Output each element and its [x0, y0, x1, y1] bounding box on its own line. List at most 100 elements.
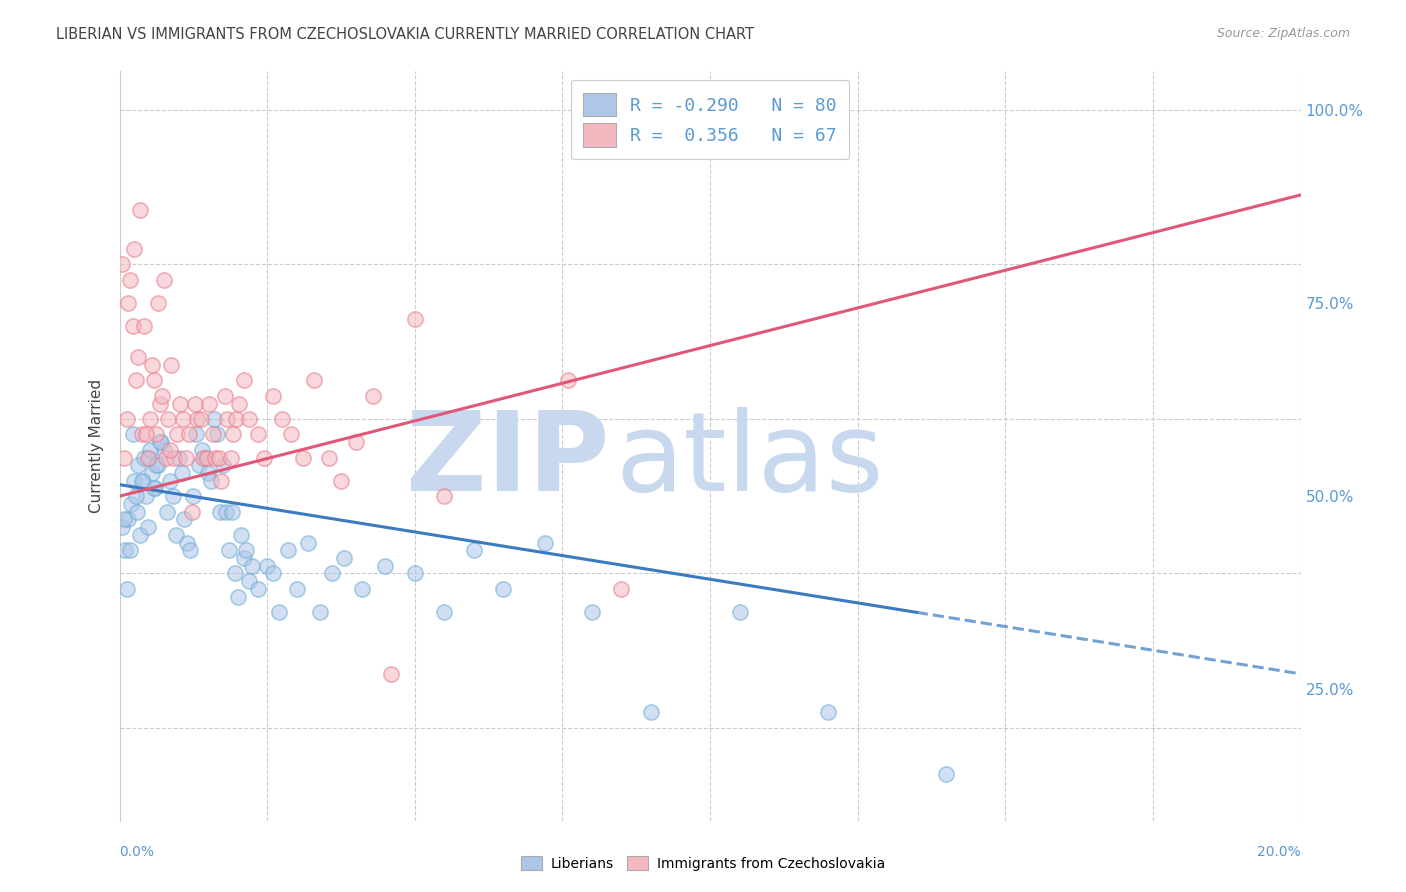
Point	[179, 543, 201, 558]
Point	[200, 474, 222, 488]
Point	[256, 558, 278, 573]
Point	[131, 427, 153, 442]
Point	[221, 505, 243, 519]
Point	[404, 311, 426, 326]
Point	[204, 450, 226, 465]
Point	[492, 582, 515, 596]
Point	[333, 551, 356, 566]
Point	[115, 412, 138, 426]
Point	[115, 582, 138, 596]
Point	[149, 435, 172, 450]
Point	[247, 427, 270, 442]
Point	[117, 512, 139, 526]
Point	[229, 528, 252, 542]
Point	[262, 389, 284, 403]
Point	[162, 489, 184, 503]
Point	[321, 566, 343, 581]
Point	[285, 582, 308, 596]
Point	[463, 543, 485, 558]
Point	[433, 605, 456, 619]
Point	[127, 505, 149, 519]
Point	[186, 412, 208, 426]
Point	[176, 535, 198, 549]
Point	[193, 450, 215, 465]
Y-axis label: Currently Married: Currently Married	[89, 379, 104, 513]
Point	[363, 389, 385, 403]
Point	[160, 358, 183, 372]
Point	[142, 373, 165, 387]
Point	[146, 458, 169, 473]
Point	[155, 450, 177, 465]
Point	[304, 373, 326, 387]
Point	[179, 427, 201, 442]
Text: 0.0%: 0.0%	[120, 845, 155, 859]
Legend: Liberians, Immigrants from Czechoslovakia: Liberians, Immigrants from Czechoslovaki…	[516, 850, 890, 876]
Point	[270, 412, 294, 426]
Point	[120, 273, 142, 287]
Point	[557, 373, 579, 387]
Point	[124, 474, 146, 488]
Point	[172, 412, 194, 426]
Point	[121, 319, 143, 334]
Point	[211, 458, 233, 473]
Point	[167, 450, 190, 465]
Point	[610, 582, 633, 596]
Point	[194, 450, 217, 465]
Point	[129, 528, 152, 542]
Point	[180, 505, 202, 519]
Point	[169, 396, 191, 410]
Point	[219, 450, 242, 465]
Point	[214, 389, 236, 403]
Point	[135, 489, 157, 503]
Point	[184, 396, 207, 410]
Point	[201, 427, 224, 442]
Point	[127, 350, 149, 364]
Point	[142, 482, 165, 496]
Point	[247, 582, 270, 596]
Point	[190, 412, 212, 426]
Point	[134, 450, 156, 465]
Point	[136, 450, 159, 465]
Point	[224, 566, 246, 581]
Point	[166, 427, 188, 442]
Point	[208, 450, 231, 465]
Point	[165, 528, 187, 542]
Point	[291, 450, 314, 465]
Point	[329, 474, 352, 488]
Point	[318, 450, 340, 465]
Point	[121, 427, 143, 442]
Point	[132, 474, 155, 488]
Point	[218, 543, 240, 558]
Point	[191, 442, 214, 457]
Point	[209, 474, 232, 488]
Point	[297, 535, 319, 549]
Point	[344, 435, 367, 450]
Point	[149, 396, 172, 410]
Point	[153, 442, 174, 457]
Point	[134, 319, 156, 334]
Point	[433, 489, 456, 503]
Point	[197, 466, 219, 480]
Point	[277, 543, 299, 558]
Point	[145, 458, 167, 473]
Text: Source: ZipAtlas.com: Source: ZipAtlas.com	[1216, 27, 1350, 40]
Point	[232, 551, 254, 566]
Point	[728, 605, 751, 619]
Point	[205, 427, 228, 442]
Point	[198, 396, 221, 410]
Point	[170, 466, 193, 480]
Point	[117, 296, 139, 310]
Point	[120, 497, 142, 511]
Point	[139, 442, 162, 457]
Point	[267, 605, 290, 619]
Text: ZIP: ZIP	[406, 408, 610, 515]
Point	[112, 512, 135, 526]
Point	[226, 590, 249, 604]
Point	[129, 203, 152, 218]
Point	[173, 512, 195, 526]
Point	[215, 505, 238, 519]
Point	[215, 412, 238, 426]
Point	[156, 505, 179, 519]
Point	[120, 543, 142, 558]
Point	[238, 412, 260, 426]
